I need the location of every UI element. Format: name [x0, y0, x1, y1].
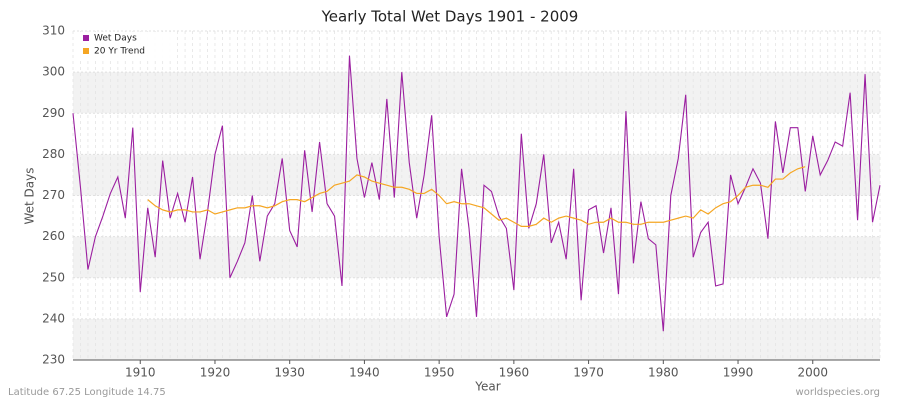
y-tick-label: 270: [42, 188, 65, 202]
x-tick-label: 1940: [349, 366, 380, 380]
x-axis-label: Year: [474, 380, 500, 394]
legend-swatch: [83, 48, 89, 54]
x-tick-label: 1930: [274, 366, 305, 380]
y-tick-label: 250: [42, 270, 65, 284]
y-tick-label: 300: [42, 65, 65, 79]
footer-right: worldspecies.org: [796, 387, 880, 398]
y-axis-label: Wet Days: [23, 167, 37, 224]
y-tick-label: 240: [42, 311, 65, 325]
x-tick-label: 1910: [125, 366, 156, 380]
x-tick-label: 1980: [648, 366, 679, 380]
plot-area: [72, 30, 881, 361]
x-tick-label: 1970: [573, 366, 604, 380]
series-line: [147, 166, 806, 227]
legend-label: Wet Days: [94, 34, 137, 44]
y-tick-label: 260: [42, 229, 65, 243]
x-tick-label: 1960: [499, 366, 530, 380]
x-tick-label: 1950: [424, 366, 455, 380]
x-tick-label: 2000: [797, 366, 828, 380]
chart-title: Yearly Total Wet Days 1901 - 2009: [321, 8, 579, 26]
y-tick-label: 230: [42, 353, 65, 367]
x-tick-label: 1920: [200, 366, 231, 380]
x-tick-label: 1990: [723, 366, 754, 380]
legend-swatch: [83, 35, 89, 41]
legend-label: 20 Yr Trend: [94, 47, 145, 57]
y-tick-label: 280: [42, 147, 65, 161]
legend-box: [79, 32, 171, 60]
footer-left: Latitude 67.25 Longitude 14.75: [8, 387, 166, 398]
y-tick-label: 290: [42, 106, 65, 120]
y-tick-label: 310: [42, 24, 65, 38]
